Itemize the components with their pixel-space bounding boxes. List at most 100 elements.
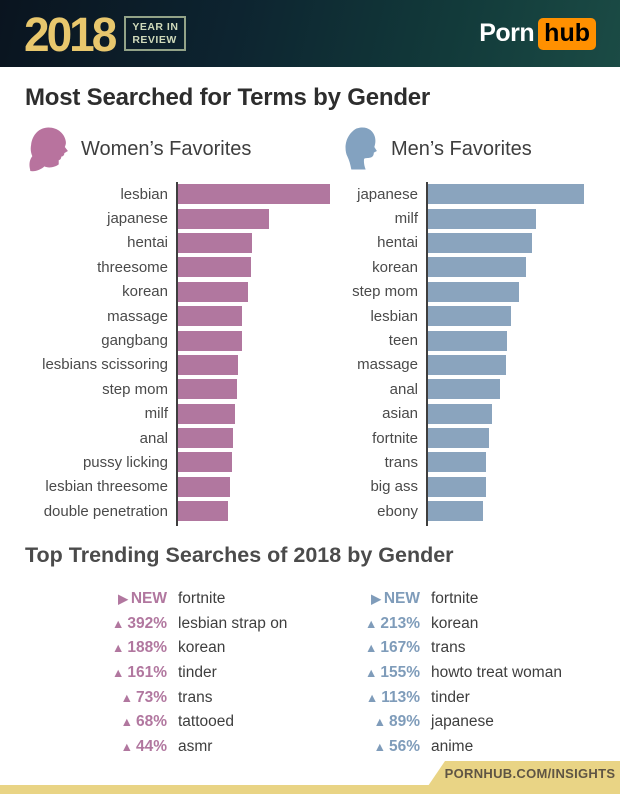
bar bbox=[428, 452, 486, 473]
bar-label: hentai bbox=[377, 234, 418, 252]
bar-label: trans bbox=[384, 453, 418, 471]
trending-row: ▲ 188% korean bbox=[55, 636, 287, 661]
bar bbox=[428, 476, 486, 497]
bar bbox=[178, 476, 230, 497]
trend-percent: ▲ 392% bbox=[111, 614, 167, 632]
trend-term: anime bbox=[431, 737, 474, 755]
trend-term: tinder bbox=[178, 664, 217, 682]
women-section-header: Women’s Favorites bbox=[26, 123, 251, 175]
bar bbox=[428, 184, 584, 205]
chart-row: big ass bbox=[250, 475, 586, 499]
trend-term: fortnite bbox=[431, 590, 479, 608]
footer-insights-link[interactable]: PORNHUB.COM/INSIGHTS bbox=[428, 761, 620, 786]
chart-row: japanese bbox=[250, 182, 586, 206]
trend-percent: ▲ 213% bbox=[364, 614, 420, 632]
chart-row: massage bbox=[0, 304, 336, 328]
chart-row: japanese bbox=[0, 206, 336, 230]
year-in-review-badge: 2018 YEAR IN REVIEW bbox=[24, 6, 187, 61]
chart-row: anal bbox=[0, 426, 336, 450]
bar bbox=[428, 354, 506, 375]
bar bbox=[178, 184, 330, 205]
trend-term: asmr bbox=[178, 737, 213, 755]
trend-new-badge: ▶ NEW bbox=[118, 590, 167, 608]
trending-row: ▲ 73% trans bbox=[55, 685, 287, 710]
trending-row: ▶ NEW fortnite bbox=[55, 587, 287, 612]
bar-label: massage bbox=[107, 307, 168, 325]
chart-row: lesbian bbox=[250, 304, 586, 328]
up-arrow-icon: ▲ bbox=[120, 739, 133, 754]
trending-section-title: Top Trending Searches of 2018 by Gender bbox=[25, 543, 454, 567]
bar-label: milf bbox=[394, 210, 418, 228]
chart-row: korean bbox=[250, 255, 586, 279]
logo-hub-badge: hub bbox=[538, 17, 596, 50]
trend-term: tattooed bbox=[178, 713, 235, 731]
trending-row: ▲ 167% trans bbox=[318, 636, 562, 661]
bar bbox=[178, 379, 237, 400]
bar-label: milf bbox=[144, 405, 168, 423]
trend-percent: ▲ 167% bbox=[364, 639, 420, 657]
men-favorites-chart: japanese milf hentai korean step mom lesbian t… bbox=[250, 182, 586, 526]
page-title: Most Searched for Terms by Gender bbox=[25, 84, 431, 111]
bar-label: lesbian bbox=[370, 307, 418, 325]
bar bbox=[178, 428, 233, 449]
year-text: 2018 bbox=[24, 6, 117, 61]
bar-label: gangbang bbox=[101, 332, 168, 350]
men-trending-list: ▶ NEW fortnite ▲ 213% korean ▲ 167% trans ▲ 155% ho… bbox=[318, 587, 562, 759]
trend-term: japanese bbox=[431, 713, 494, 731]
trend-term: fortnite bbox=[178, 590, 226, 608]
trend-term: korean bbox=[178, 639, 226, 657]
bar bbox=[178, 257, 251, 278]
woman-silhouette-icon bbox=[29, 127, 68, 172]
up-arrow-icon: ▲ bbox=[120, 690, 133, 705]
bar bbox=[178, 306, 242, 327]
trending-row: ▲ 392% lesbian strap on bbox=[55, 612, 287, 637]
bar-label: massage bbox=[357, 356, 418, 374]
chart-row: hentai bbox=[250, 231, 586, 255]
footer-url-text: PORNHUB.COM/INSIGHTS bbox=[444, 766, 616, 781]
women-trending-list: ▶ NEW fortnite ▲ 392% lesbian strap on ▲ 188% ko… bbox=[55, 587, 287, 759]
chart-row: step mom bbox=[0, 377, 336, 401]
trend-term: trans bbox=[178, 688, 213, 706]
bar-label: threesome bbox=[97, 258, 168, 276]
up-arrow-icon: ▲ bbox=[111, 666, 125, 681]
bar bbox=[178, 452, 232, 473]
up-arrow-icon: ▲ bbox=[364, 616, 378, 631]
bar-label: teen bbox=[388, 332, 418, 350]
chart-row: lesbians scissoring bbox=[0, 353, 336, 377]
women-favorites-chart: lesbian japanese hentai threesome korean mass… bbox=[0, 182, 336, 526]
year-review-line2: REVIEW bbox=[132, 33, 177, 46]
year-review-line1: YEAR IN bbox=[132, 20, 179, 33]
chart-row: double penetration bbox=[0, 499, 336, 523]
up-arrow-icon: ▲ bbox=[364, 641, 378, 656]
trending-row: ▲ 68% tattooed bbox=[55, 710, 287, 735]
trend-term: tinder bbox=[431, 688, 470, 706]
bar-label: step mom bbox=[102, 380, 168, 398]
trend-percent: ▲ 155% bbox=[364, 664, 420, 682]
men-section-label: Men’s Favorites bbox=[391, 137, 532, 160]
chart-row: asian bbox=[250, 402, 586, 426]
trending-row: ▲ 113% tinder bbox=[318, 685, 562, 710]
chart-row: teen bbox=[250, 328, 586, 352]
trend-term: howto treat woman bbox=[431, 664, 562, 682]
chart-row: milf bbox=[0, 402, 336, 426]
trending-row: ▲ 56% anime bbox=[318, 735, 562, 760]
chart-axis bbox=[426, 182, 428, 526]
bar bbox=[428, 232, 532, 253]
bar bbox=[428, 428, 489, 449]
trending-row: ▶ NEW fortnite bbox=[318, 587, 562, 612]
bar bbox=[428, 330, 507, 351]
chart-row: gangbang bbox=[0, 328, 336, 352]
trending-row: ▲ 161% tinder bbox=[55, 661, 287, 686]
pornhub-logo[interactable]: Porn hub bbox=[479, 17, 596, 50]
trend-term: korean bbox=[431, 614, 479, 632]
chart-row: trans bbox=[250, 450, 586, 474]
women-section-label: Women’s Favorites bbox=[81, 137, 252, 160]
trend-percent: ▲ 68% bbox=[120, 713, 167, 731]
bar bbox=[178, 208, 269, 229]
chart-row: milf bbox=[250, 206, 586, 230]
bar-label: step mom bbox=[352, 283, 418, 301]
footer-gold-strip bbox=[0, 785, 620, 794]
bar-label: ebony bbox=[377, 502, 418, 520]
bar bbox=[178, 281, 248, 302]
new-arrow-icon: ▶ bbox=[371, 592, 381, 607]
